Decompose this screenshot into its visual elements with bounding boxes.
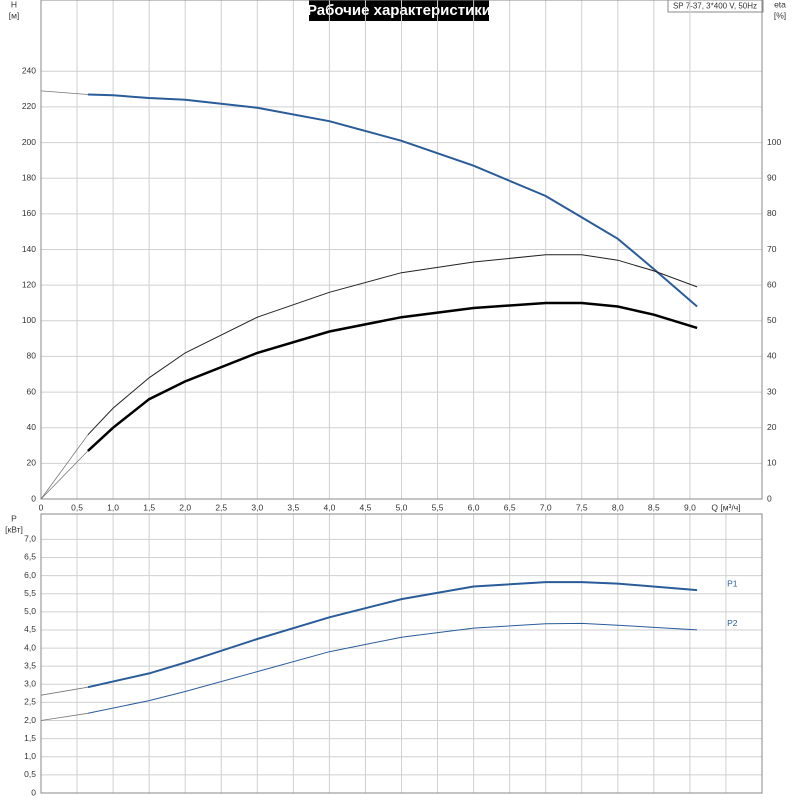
y-tick-label: 80 xyxy=(27,351,37,361)
y-tick-label: 220 xyxy=(22,101,36,111)
chart-title: Рабочие характеристики xyxy=(307,2,491,19)
y-tick-label: 4,0 xyxy=(24,642,36,652)
curve xyxy=(87,254,698,436)
y-tick-label: 1,5 xyxy=(24,733,36,743)
y-tick-label: 120 xyxy=(22,279,36,289)
y-tick-label: 0 xyxy=(31,787,36,797)
y-tick-label: 140 xyxy=(22,244,36,254)
y2-tick-label: 80 xyxy=(767,208,777,218)
y-tick-label: 200 xyxy=(22,137,36,147)
title-box xyxy=(309,0,489,21)
y-tick-label: 240 xyxy=(22,66,36,76)
x-tick-label: 2,5 xyxy=(215,502,227,512)
y-tick-label: 40 xyxy=(27,422,37,432)
curve xyxy=(87,622,698,714)
plot-frame xyxy=(40,513,763,794)
y-axis-label: H xyxy=(11,0,17,9)
y-tick-label: 7,0 xyxy=(24,534,36,544)
y-tick-label: 2,0 xyxy=(24,715,36,725)
x-tick-label: 4,0 xyxy=(323,502,335,512)
y2-tick-label: 70 xyxy=(767,244,777,254)
y-axis-label: P xyxy=(11,513,17,523)
curve xyxy=(40,686,88,696)
y2-tick-label: 50 xyxy=(767,315,777,325)
x-tick-label: 8,5 xyxy=(648,502,660,512)
y2-tick-label: 40 xyxy=(767,351,777,361)
y-tick-label: 3,5 xyxy=(24,660,36,670)
y-tick-label: 5,0 xyxy=(24,606,36,616)
x-tick-label: 0 xyxy=(39,502,44,512)
x-tick-label: 2,0 xyxy=(179,502,191,512)
x-tick-label: 3,5 xyxy=(287,502,299,512)
x-tick-label: 6,0 xyxy=(468,502,480,512)
curve xyxy=(40,712,88,721)
y2-axis-label: eta xyxy=(774,0,786,9)
x-tick-label: 9,0 xyxy=(684,502,696,512)
y-tick-label: 0,5 xyxy=(24,769,36,779)
y-tick-label: 180 xyxy=(22,172,36,182)
x-tick-label: 5,0 xyxy=(396,502,408,512)
x-tick-label: 6,5 xyxy=(504,502,516,512)
x-tick-label: 8,0 xyxy=(612,502,624,512)
x-axis-label: Q [м³/ч] xyxy=(711,502,740,512)
y2-tick-label: 20 xyxy=(767,422,777,432)
y-axis-label: [м] xyxy=(9,10,20,20)
y2-tick-label: 30 xyxy=(767,386,777,396)
y-tick-label: 0 xyxy=(31,493,36,503)
y2-axis-label: [%] xyxy=(774,10,786,20)
plot-frame xyxy=(40,0,763,500)
y-tick-label: 1,0 xyxy=(24,751,36,761)
subtitle: SP 7-37, 3*400 V, 50Hz xyxy=(673,2,757,11)
y2-tick-label: 0 xyxy=(767,493,772,503)
y2-tick-label: 10 xyxy=(767,458,777,468)
y2-tick-label: 60 xyxy=(767,279,777,289)
y-tick-label: 60 xyxy=(27,386,37,396)
curve xyxy=(87,301,698,452)
y-tick-label: 2,5 xyxy=(24,697,36,707)
x-tick-label: 1,0 xyxy=(107,502,119,512)
subtitle-box xyxy=(667,0,764,13)
x-tick-label: 4,5 xyxy=(360,502,372,512)
x-tick-label: 3,0 xyxy=(251,502,263,512)
y-axis-label: [кВт] xyxy=(5,524,23,534)
y-tick-label: 6,5 xyxy=(24,552,36,562)
y-tick-label: 160 xyxy=(22,208,36,218)
curve xyxy=(87,581,698,689)
y2-tick-label: 90 xyxy=(767,172,777,182)
y-tick-label: 100 xyxy=(22,315,36,325)
y-tick-label: 20 xyxy=(27,458,37,468)
curve xyxy=(40,90,88,95)
y-tick-label: 6,0 xyxy=(24,570,36,580)
curve xyxy=(87,93,698,308)
y-tick-label: 5,5 xyxy=(24,588,36,598)
y-tick-label: 4,5 xyxy=(24,624,36,634)
y2-tick-label: 100 xyxy=(767,137,781,147)
x-tick-label: 1,5 xyxy=(143,502,155,512)
x-tick-label: 0,5 xyxy=(71,502,83,512)
series-label: P1 xyxy=(727,578,738,588)
series-label: P2 xyxy=(727,618,738,628)
x-tick-label: 7,0 xyxy=(540,502,552,512)
curve xyxy=(40,450,89,500)
x-tick-label: 7,5 xyxy=(576,502,588,512)
curve xyxy=(40,434,89,500)
y-tick-label: 3,0 xyxy=(24,679,36,689)
x-tick-label: 5,5 xyxy=(432,502,444,512)
